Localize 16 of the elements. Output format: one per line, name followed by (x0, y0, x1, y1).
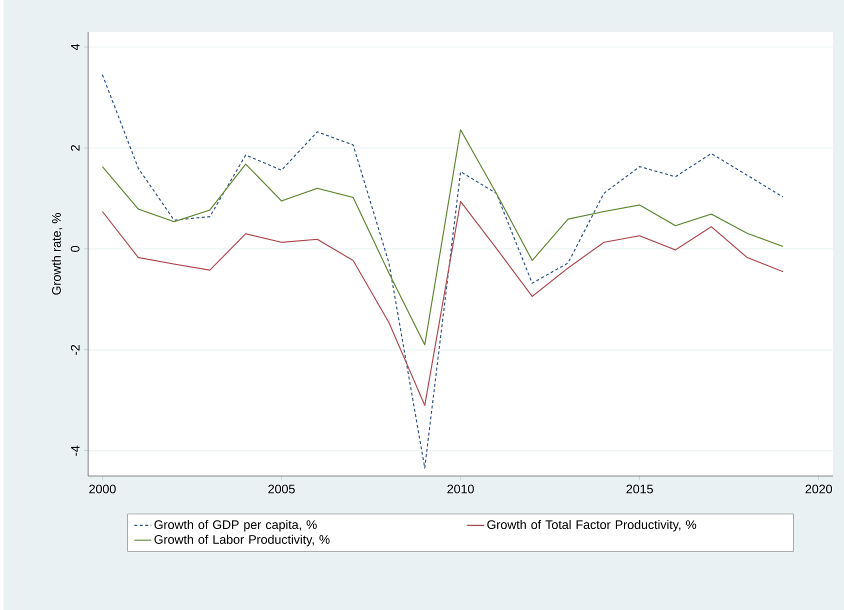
line-series (102, 128, 784, 346)
x-tick-label: 2000 (89, 484, 116, 494)
line-series (102, 200, 784, 406)
y-tick-label: -4 (71, 445, 80, 456)
y-tick-label: -2 (70, 344, 80, 355)
legend-label: Growth of Labor Productivity, % (154, 534, 330, 546)
x-tick-label: 2015 (626, 484, 653, 494)
y-tick-label: 4 (71, 44, 80, 50)
x-tick-label: 2020 (806, 484, 832, 494)
y-tick-label: 0 (70, 246, 80, 252)
x-tick-label: 2010 (447, 484, 474, 494)
y-axis-title: Growth rate, % (52, 212, 62, 294)
y-tick-label: 2 (70, 144, 80, 151)
x-tick-label: 2005 (268, 484, 295, 494)
legend-label: Growth of Total Factor Productivity, % (487, 520, 696, 532)
legend-label: Growth of GDP per capita, % (154, 520, 317, 532)
